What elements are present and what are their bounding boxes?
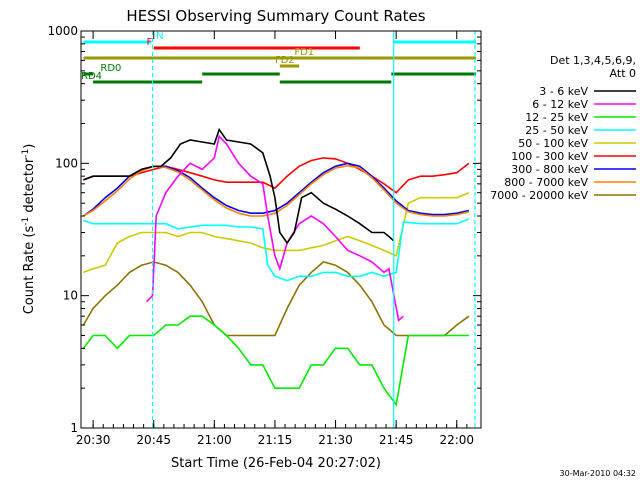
x-tick-label: 21:45 xyxy=(379,433,414,447)
legend-label: 50 - 100 keV xyxy=(518,137,588,150)
legend-label: 25 - 50 keV xyxy=(525,124,588,137)
series-line xyxy=(83,164,470,217)
series-line xyxy=(83,191,470,274)
y-tick-label: 1 xyxy=(70,421,78,435)
x-tick-label: 20:30 xyxy=(76,433,111,447)
x-tick-label: 21:30 xyxy=(318,433,353,447)
series-line xyxy=(83,218,470,282)
x-tick-label: 21:15 xyxy=(258,433,293,447)
flag-label: N xyxy=(156,31,163,42)
legend-header-line2: Att 0 xyxy=(610,67,636,80)
y-tick-label: 1000 xyxy=(47,24,78,38)
y-axis-label-end: ) xyxy=(22,144,37,149)
x-tick-label: 21:00 xyxy=(197,433,232,447)
x-axis: 20:30 20:45 21:00 21:15 21:30 21:45 22:00 xyxy=(76,31,474,447)
series-lines xyxy=(82,127,470,407)
legend-label: 12 - 25 keV xyxy=(525,111,588,124)
legend-label: 100 - 300 keV xyxy=(511,150,588,163)
chart-title: HESSI Observing Summary Count Rates xyxy=(126,7,425,25)
x-axis-label: Start Time (26-Feb-04 20:27:02) xyxy=(171,456,381,471)
series-line xyxy=(83,127,395,245)
y-tick-label: 10 xyxy=(63,289,78,303)
legend-label: 3 - 6 keV xyxy=(539,85,588,98)
y-tick-label: 100 xyxy=(55,156,78,170)
flag-label: FD1 xyxy=(294,47,314,58)
y-axis: 1 10 100 1000 xyxy=(47,24,481,435)
y-axis-label-sup2: -1 xyxy=(21,149,31,158)
legend-label: 800 - 7000 keV xyxy=(504,176,588,189)
legend-label: 7000 - 20000 keV xyxy=(490,189,588,202)
y-axis-label-sup: -1 xyxy=(21,217,31,226)
series-line xyxy=(82,315,469,407)
flag-label: RD0 xyxy=(100,63,121,74)
series-line xyxy=(82,261,470,337)
y-axis-label-mid: detector xyxy=(22,157,37,217)
series-line xyxy=(83,157,470,194)
vertical-markers xyxy=(151,31,476,428)
flag-label: F xyxy=(146,37,152,48)
plot-frame xyxy=(80,30,482,429)
footer-timestamp: 30-Mar-2010 04:32 xyxy=(560,469,637,478)
y-axis-label: Count Rate (s-1 detector-1) xyxy=(21,144,37,315)
flag-label: FD2 xyxy=(275,55,295,66)
legend-label: 300 - 800 keV xyxy=(511,163,588,176)
legend-header-line1: Det 1,3,4,5,6,9, xyxy=(550,54,636,67)
legend-label: 6 - 12 keV xyxy=(532,98,588,111)
flag-label: RD4 xyxy=(81,71,102,82)
series-line xyxy=(145,134,404,322)
x-tick-label: 20:45 xyxy=(136,433,171,447)
x-tick-label: 22:00 xyxy=(439,433,474,447)
y-axis-label-main: Count Rate (s xyxy=(22,226,37,315)
